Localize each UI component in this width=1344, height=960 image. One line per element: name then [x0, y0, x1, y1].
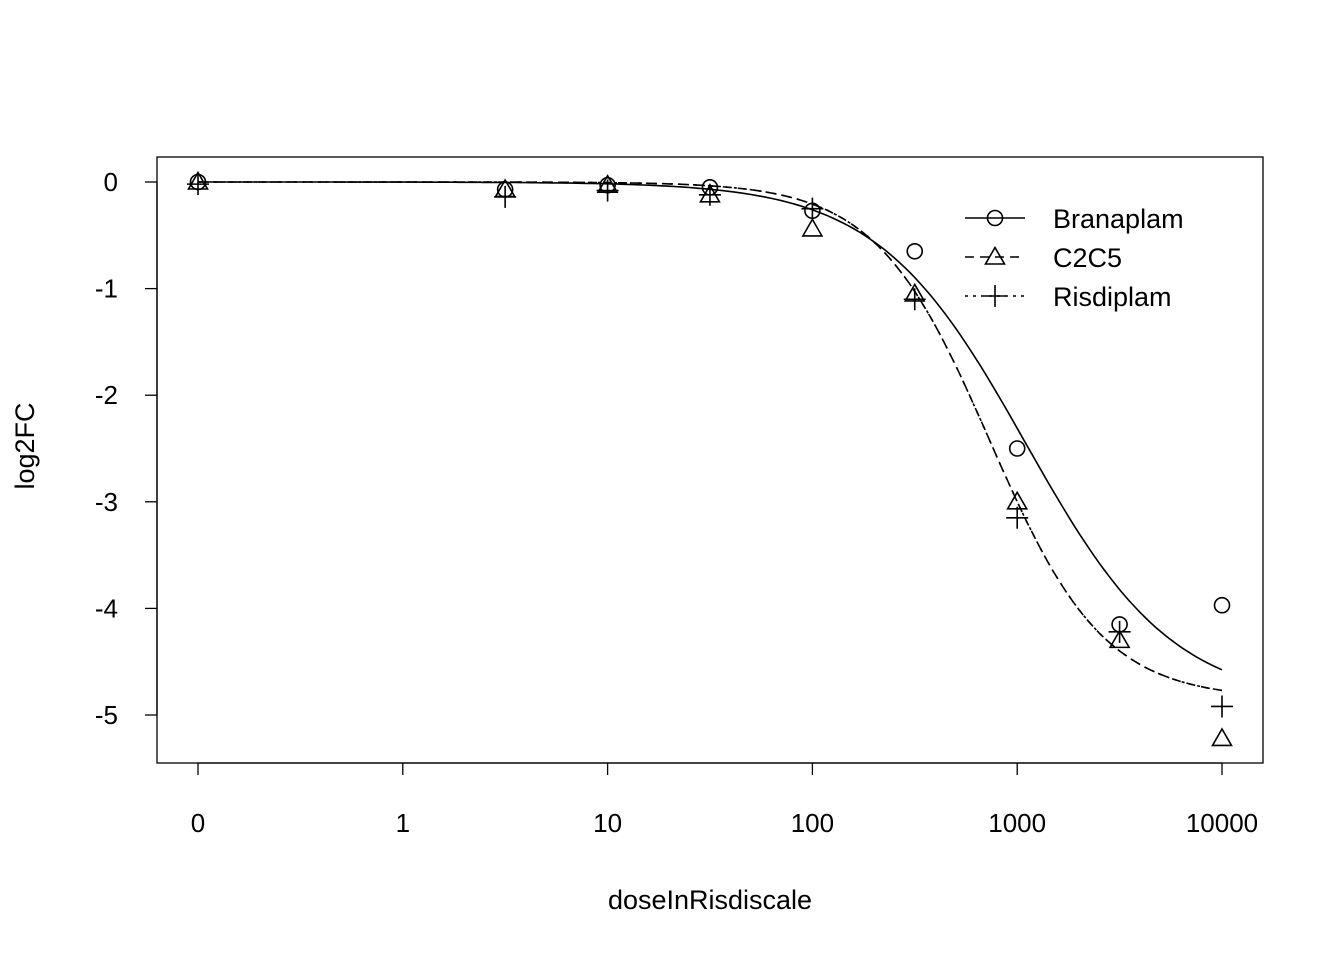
point-risdiplam: [801, 197, 824, 220]
y-tick-label: -1: [95, 274, 118, 304]
y-axis-label: log2FC: [10, 402, 40, 489]
point-risdiplam: [698, 183, 721, 206]
point-c2c5: [1108, 629, 1131, 649]
y-tick-label: -3: [95, 487, 118, 517]
legend-label: C2C5: [1053, 243, 1122, 273]
data-points: [187, 170, 1233, 747]
point-risdiplam: [903, 288, 926, 311]
y-tick-label: -4: [95, 593, 118, 623]
point-risdiplam: [1108, 620, 1131, 643]
x-axis: 0 1 10 100 1000 10000: [191, 762, 1258, 838]
point-risdiplam: [1211, 695, 1233, 718]
point-risdiplam: [1006, 506, 1029, 529]
legend-label: Branaplam: [1053, 204, 1184, 234]
point-c2c5: [1211, 727, 1233, 747]
y-tick-label: 0: [104, 167, 118, 197]
x-tick-label: 10: [593, 808, 622, 838]
legend: Branaplam C2C5 Risdiplam: [965, 204, 1184, 312]
legend-circle-icon: [986, 209, 1004, 227]
y-tick-label: -5: [95, 700, 118, 730]
legend-triangle-icon: [984, 245, 1006, 265]
x-tick-label: 0: [191, 808, 205, 838]
point-branaplam: [906, 242, 924, 260]
x-axis-label: doseInRisdiscale: [608, 885, 812, 915]
point-risdiplam: [596, 179, 619, 202]
x-tick-label: 1: [396, 808, 410, 838]
point-branaplam: [1008, 440, 1026, 457]
y-tick-label: -2: [95, 380, 118, 410]
point-risdiplam: [187, 173, 209, 196]
point-branaplam: [1213, 596, 1231, 614]
point-risdiplam: [494, 185, 517, 208]
legend-label: Risdiplam: [1053, 282, 1172, 312]
x-tick-label: 100: [791, 808, 834, 838]
x-tick-label: 1000: [988, 808, 1046, 838]
y-axis: 0 -1 -2 -3 -4 -5: [95, 167, 158, 730]
x-tick-label: 10000: [1186, 808, 1258, 838]
legend-plus-icon: [984, 285, 1006, 307]
point-c2c5: [801, 217, 824, 237]
